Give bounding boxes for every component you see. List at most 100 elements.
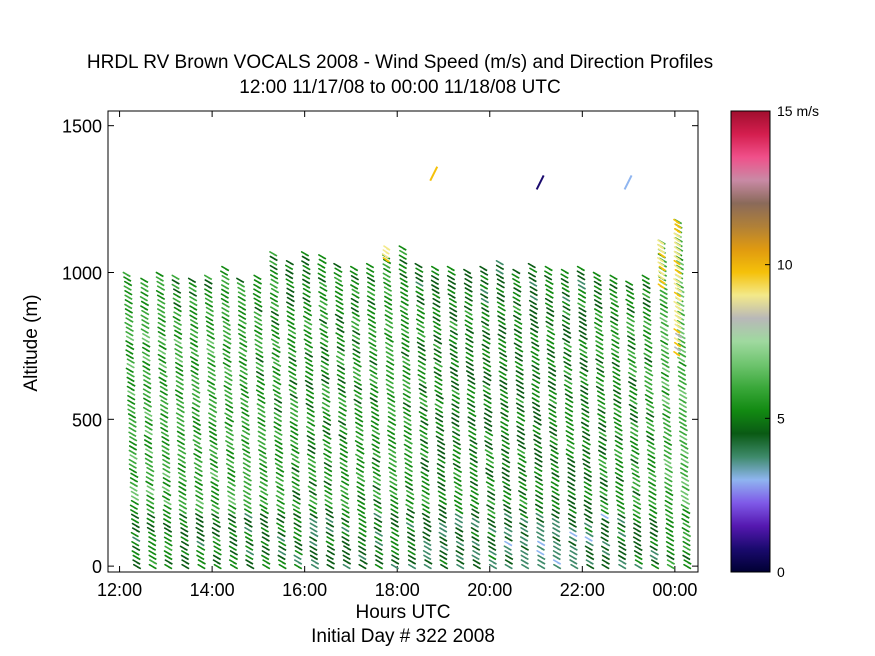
wind-barb <box>464 273 473 279</box>
wind-barb <box>562 356 571 362</box>
wind-barb <box>598 436 608 442</box>
wind-barb <box>520 527 529 533</box>
wind-barb <box>440 545 449 552</box>
wind-barb <box>159 390 168 396</box>
wind-barb <box>453 481 462 487</box>
high-wind-barb <box>657 274 665 281</box>
wind-barb <box>269 260 278 266</box>
wind-barb <box>321 388 331 394</box>
wind-barb <box>514 324 523 330</box>
wind-barb <box>502 499 511 505</box>
wind-barb <box>583 467 592 474</box>
wind-barb <box>563 342 572 349</box>
wind-barb <box>614 458 624 464</box>
wind-barb <box>561 287 570 293</box>
wind-barb <box>501 467 510 473</box>
wind-barb <box>561 324 571 330</box>
wind-barb <box>400 300 409 307</box>
wind-barb <box>545 320 554 327</box>
wind-barb <box>580 398 589 405</box>
wind-barb <box>644 343 653 350</box>
wind-barb <box>309 554 319 561</box>
wind-barb <box>464 310 473 316</box>
wind-barb <box>601 550 611 556</box>
wind-barb <box>675 260 685 266</box>
wind-barb <box>483 398 492 405</box>
wind-barb <box>257 380 266 386</box>
wind-barb <box>176 430 185 437</box>
wind-barb <box>632 536 642 542</box>
wind-barb <box>141 323 150 330</box>
wind-barb <box>487 495 496 501</box>
wind-barb <box>550 458 559 464</box>
wind-barb <box>192 397 201 404</box>
wind-barb <box>649 518 658 524</box>
wind-barb <box>211 495 220 501</box>
wind-barb <box>262 559 271 565</box>
wind-barb <box>236 277 245 284</box>
initial-day-note: Initial Day # 322 2008 <box>311 626 495 647</box>
wind-barb <box>254 343 263 350</box>
wind-barb <box>578 307 587 313</box>
wind-barb <box>648 476 657 483</box>
wind-barb <box>400 286 409 293</box>
wind-barb <box>238 309 247 316</box>
wind-barb <box>633 522 642 529</box>
wind-barb <box>387 443 397 450</box>
wind-barb <box>140 282 149 288</box>
isolated-barb <box>535 175 545 190</box>
wind-barb <box>630 426 639 433</box>
wind-barb <box>535 480 544 487</box>
wind-barb <box>385 323 394 329</box>
wind-barb <box>229 563 239 570</box>
wind-barb <box>580 366 589 373</box>
wind-barb <box>227 495 236 501</box>
wind-barb <box>630 431 639 437</box>
wind-barb <box>130 509 139 515</box>
wind-barb <box>390 536 399 542</box>
wind-barb <box>406 522 415 528</box>
wind-barb <box>488 559 497 565</box>
wind-barb <box>160 408 169 415</box>
wind-barb <box>469 485 478 492</box>
wind-barb <box>212 540 221 547</box>
wind-barb <box>661 399 670 405</box>
wind-barb <box>630 454 639 460</box>
wind-barb <box>303 306 312 312</box>
wind-barb <box>255 361 264 368</box>
wind-barb <box>597 399 606 406</box>
wind-barb <box>484 421 493 428</box>
wind-barb <box>321 406 330 413</box>
wind-barb <box>487 508 496 515</box>
wind-barb <box>451 389 460 396</box>
wind-barb <box>258 444 267 451</box>
wind-barb <box>406 513 415 519</box>
wind-barb <box>679 467 689 473</box>
wind-barb <box>207 352 216 359</box>
wind-barb <box>664 486 673 492</box>
wind-barb <box>269 292 279 299</box>
wind-barb <box>387 415 396 422</box>
wind-barb <box>358 545 367 552</box>
wind-barb <box>374 517 383 524</box>
wind-barb <box>421 503 430 510</box>
wind-barb <box>161 454 171 460</box>
wind-barb <box>529 313 538 320</box>
wind-barb <box>465 328 475 335</box>
wind-barb <box>548 371 557 377</box>
wind-barb <box>253 297 262 304</box>
wind-barb <box>676 320 685 326</box>
wind-barb <box>357 540 367 547</box>
wind-barb <box>146 503 155 510</box>
wind-barb <box>513 282 522 289</box>
wind-barb <box>334 295 343 301</box>
wind-barb <box>399 249 408 256</box>
wind-barb <box>286 301 295 307</box>
wind-barb <box>531 383 540 389</box>
wind-barb <box>177 435 186 441</box>
wind-barb <box>582 440 591 446</box>
wind-barb <box>612 389 622 395</box>
wind-barb <box>600 504 609 511</box>
wind-barb <box>548 375 557 382</box>
wind-barb <box>270 338 280 345</box>
